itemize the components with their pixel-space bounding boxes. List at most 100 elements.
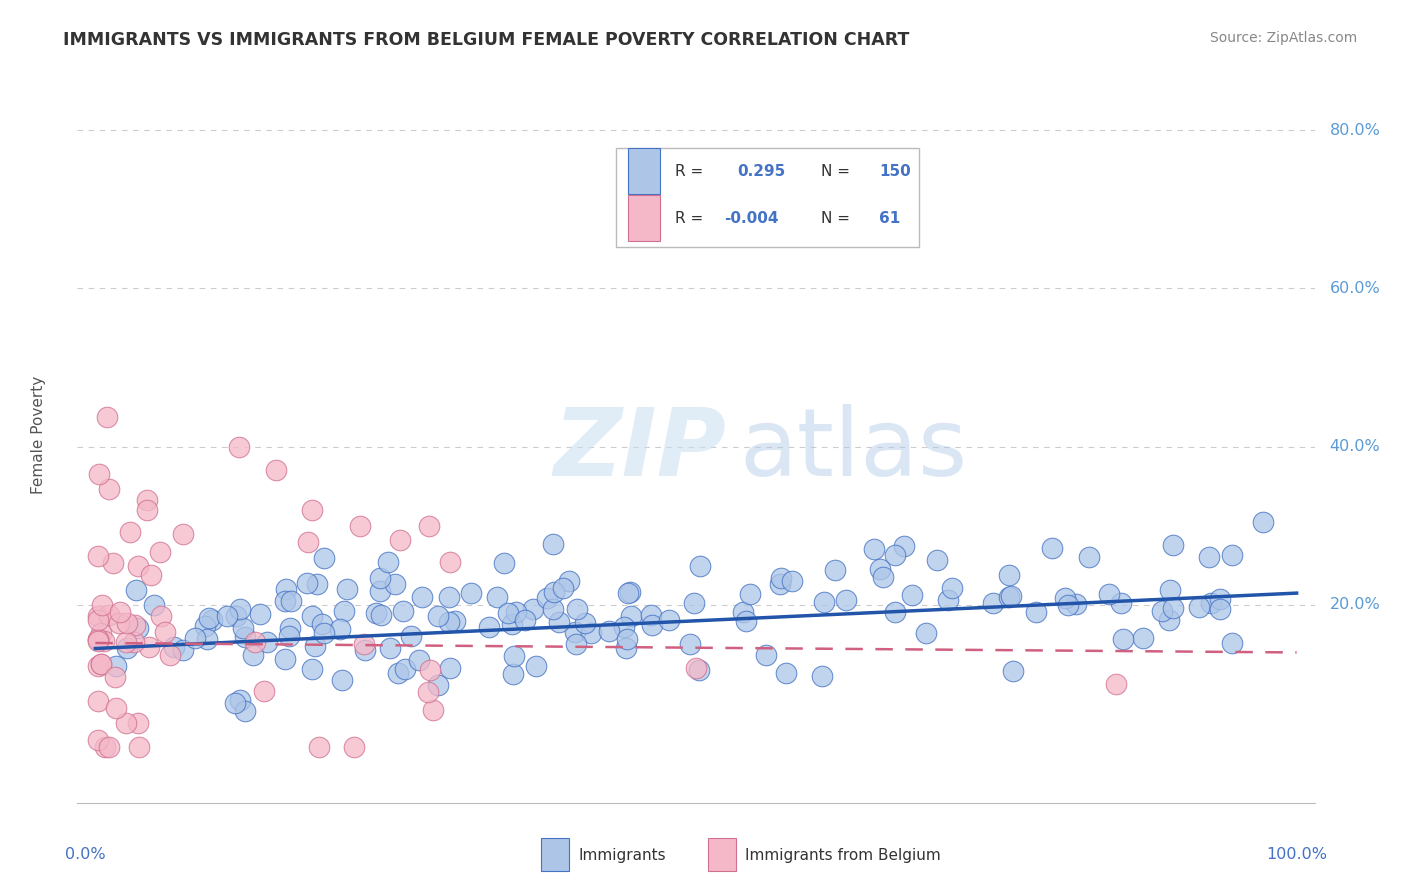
Point (307, 576, 329, 591)
Point (614, 641, 637, 656)
Point (1025, 605, 1047, 619)
Point (496, 607, 519, 621)
Point (893, 539, 915, 553)
Point (505, 605, 527, 619)
Point (1251, 515, 1274, 529)
Point (1161, 538, 1184, 552)
Point (87, 634, 110, 648)
Point (810, 669, 832, 683)
Point (127, 558, 149, 573)
Text: 40.0%: 40.0% (1330, 439, 1381, 454)
Point (368, 583, 391, 598)
Point (149, 545, 172, 559)
Point (136, 492, 159, 507)
Point (387, 665, 409, 680)
Point (543, 585, 565, 599)
Point (494, 556, 516, 570)
Point (869, 562, 891, 576)
Point (343, 740, 366, 755)
FancyBboxPatch shape (628, 148, 659, 194)
Text: 20.0%: 20.0% (1330, 598, 1381, 613)
Point (439, 615, 461, 629)
Point (115, 716, 138, 731)
Text: 61: 61 (879, 211, 900, 227)
Point (149, 609, 172, 624)
Point (1199, 596, 1222, 610)
Point (87, 549, 110, 563)
Point (775, 666, 797, 681)
Point (1220, 636, 1243, 650)
Point (574, 615, 596, 630)
Point (87, 732, 110, 747)
Point (96, 410, 118, 425)
Point (883, 548, 905, 562)
Point (900, 588, 922, 602)
Point (1220, 548, 1243, 562)
Point (419, 663, 441, 677)
Point (332, 673, 354, 687)
Point (377, 555, 399, 569)
Point (1002, 664, 1025, 678)
Point (153, 625, 176, 640)
Point (97, 607, 120, 622)
Point (311, 616, 333, 631)
Point (139, 568, 162, 582)
Point (242, 648, 264, 662)
Point (755, 648, 778, 663)
Point (233, 630, 256, 644)
Point (733, 605, 755, 619)
Point (1161, 601, 1184, 615)
Point (90, 626, 112, 640)
Point (333, 604, 356, 618)
Point (87, 609, 110, 624)
Point (194, 619, 217, 633)
Point (354, 643, 377, 657)
Point (172, 643, 194, 657)
Point (329, 623, 352, 637)
Point (613, 620, 636, 634)
Point (118, 524, 141, 539)
Point (264, 463, 287, 477)
Text: Immigrants from Belgium: Immigrants from Belgium (745, 847, 941, 863)
FancyBboxPatch shape (541, 838, 568, 871)
Point (682, 596, 704, 610)
Point (384, 576, 406, 591)
Point (1097, 587, 1119, 601)
Point (107, 615, 129, 630)
Point (981, 596, 1004, 610)
Point (87, 613, 110, 627)
Point (138, 640, 160, 655)
Point (124, 635, 146, 649)
Text: 0.295: 0.295 (737, 164, 785, 179)
Point (524, 658, 547, 673)
FancyBboxPatch shape (709, 838, 735, 871)
Text: Source: ZipAtlas.com: Source: ZipAtlas.com (1209, 31, 1357, 45)
Point (388, 533, 411, 548)
Point (280, 593, 302, 607)
Point (87, 659, 110, 673)
Point (551, 582, 574, 596)
Point (941, 582, 963, 596)
Point (502, 667, 524, 681)
Point (278, 621, 301, 635)
FancyBboxPatch shape (616, 148, 918, 247)
Point (1000, 589, 1022, 603)
FancyBboxPatch shape (628, 195, 659, 241)
Point (640, 618, 662, 632)
Text: R =: R = (675, 164, 703, 179)
Point (769, 576, 792, 591)
Point (541, 537, 564, 551)
Point (567, 602, 589, 616)
Point (1112, 632, 1135, 646)
Point (863, 541, 886, 556)
Point (115, 616, 138, 631)
Point (87, 694, 110, 708)
Point (87, 467, 110, 482)
Point (564, 637, 586, 651)
Point (225, 609, 247, 624)
Point (392, 604, 415, 618)
Point (439, 555, 461, 569)
Text: Female Poverty: Female Poverty (31, 376, 46, 494)
Point (439, 660, 461, 674)
Point (422, 703, 444, 717)
